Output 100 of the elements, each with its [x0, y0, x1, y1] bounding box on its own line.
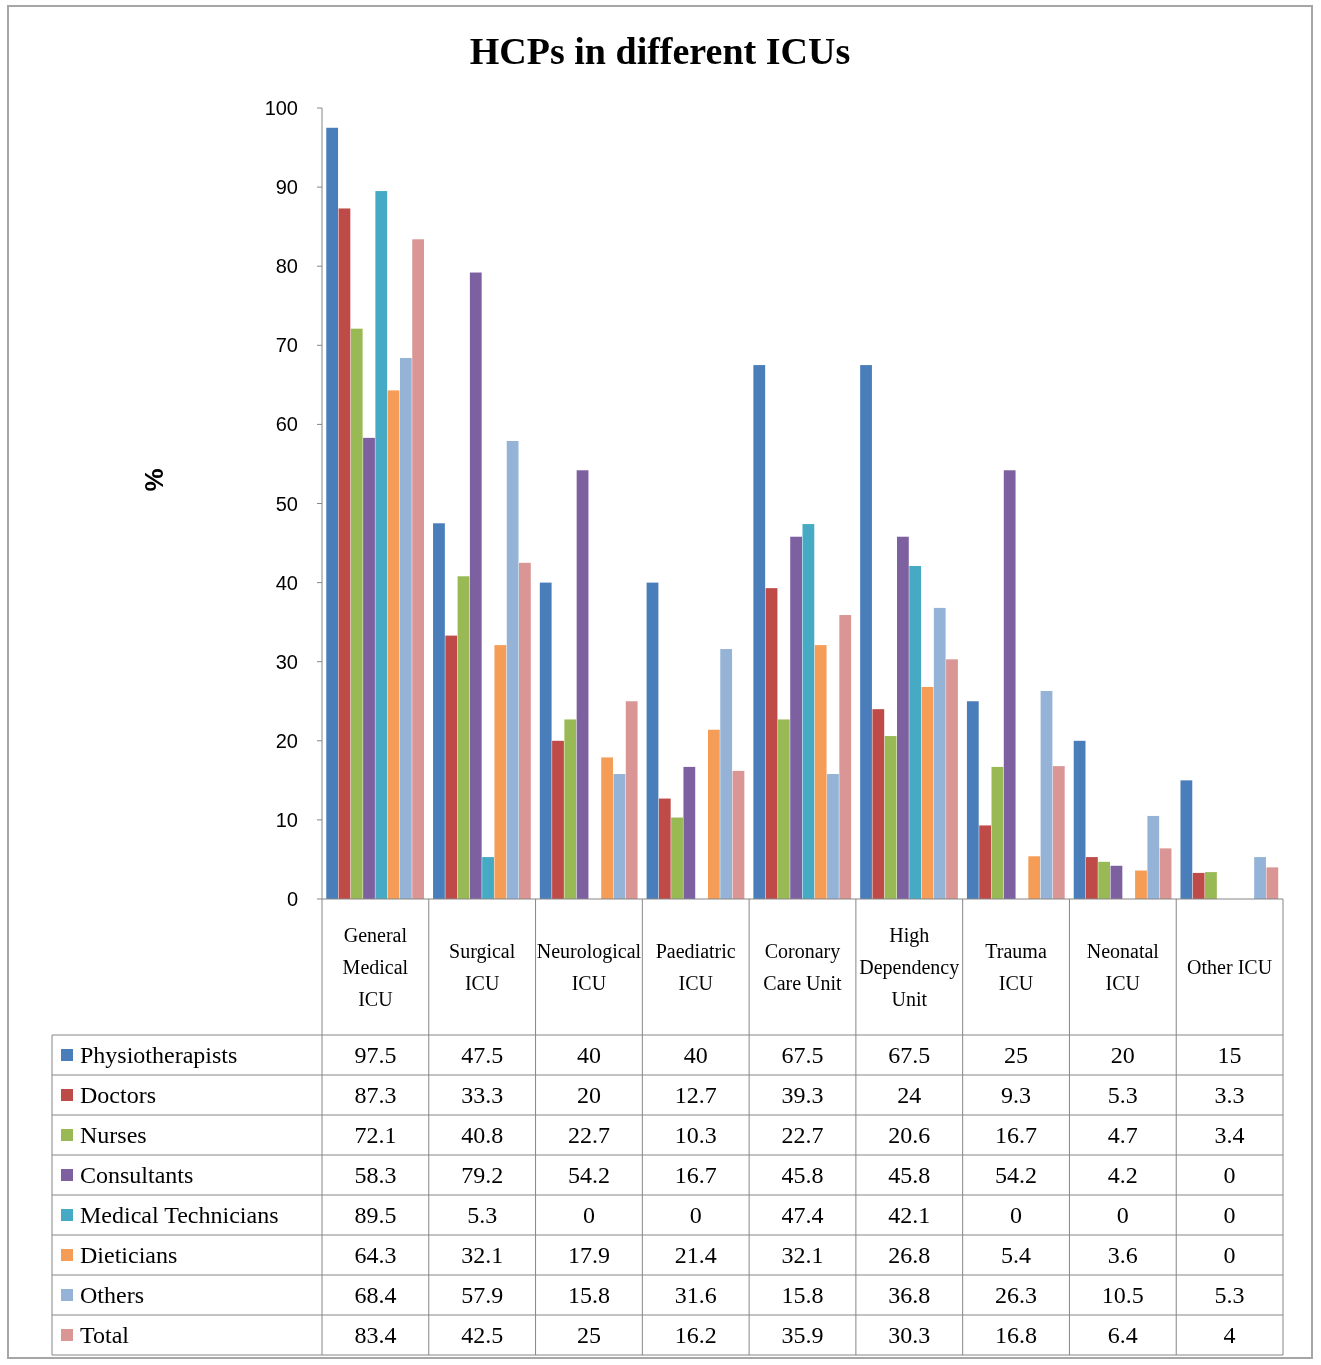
bar	[482, 857, 494, 899]
bar	[646, 582, 659, 899]
data-label: 5.4	[1001, 1242, 1032, 1269]
y-tick-label: 70	[275, 334, 298, 357]
data-label: 0	[582, 1202, 595, 1229]
data-label: 54.2	[567, 1162, 610, 1189]
data-label: 72.1	[354, 1122, 397, 1149]
data-label: 54.2	[995, 1162, 1038, 1189]
data-label: 5.3	[1107, 1082, 1138, 1109]
legend-label: Dieticians	[80, 1242, 178, 1269]
bar	[966, 701, 979, 899]
data-label: 24	[897, 1082, 922, 1109]
data-label: 22.7	[567, 1122, 610, 1149]
bar	[933, 607, 946, 899]
data-label: 20.6	[888, 1122, 931, 1149]
y-tick-label: 40	[275, 571, 298, 594]
bar	[946, 659, 958, 899]
bar	[387, 390, 400, 899]
data-label: 26.8	[888, 1242, 931, 1269]
x-tick-label: Neurological ICU	[536, 940, 642, 994]
y-tick-label: 0	[286, 888, 298, 910]
bar	[860, 365, 872, 899]
bar	[1040, 690, 1053, 899]
x-tick-label: Coronary Care Unit	[763, 940, 843, 994]
legend-label: Nurses	[80, 1122, 147, 1149]
bar	[671, 817, 683, 899]
bar	[884, 736, 897, 899]
data-label: 79.2	[461, 1162, 504, 1189]
y-tick-label: 80	[275, 255, 298, 278]
data-label: 20	[1110, 1042, 1135, 1069]
bar	[1147, 815, 1160, 899]
bar	[802, 524, 815, 899]
data-label: 67.5	[888, 1042, 931, 1069]
bar	[753, 365, 766, 899]
data-label: 33.3	[461, 1082, 504, 1109]
data-label: 25	[576, 1322, 601, 1349]
data-label: 58.3	[354, 1162, 397, 1189]
data-label: 30.3	[888, 1322, 931, 1349]
bar	[683, 766, 696, 899]
data-label: 3.4	[1214, 1122, 1245, 1149]
bar	[445, 635, 458, 899]
legend-label: Total	[80, 1322, 130, 1349]
bar	[1085, 857, 1098, 899]
data-label: 5.3	[1214, 1282, 1245, 1309]
data-label: 97.5	[354, 1042, 397, 1069]
bar	[625, 701, 638, 899]
bar	[457, 576, 470, 899]
data-label: 83.4	[354, 1322, 397, 1349]
bar	[872, 709, 885, 899]
data-label: 40.8	[461, 1122, 504, 1149]
y-tick-label: 90	[275, 176, 298, 199]
data-label: 26.3	[995, 1282, 1038, 1309]
data-label: 0	[1223, 1162, 1236, 1189]
bar	[658, 798, 671, 899]
y-tick-label: 60	[275, 413, 298, 436]
data-label: 5.3	[467, 1202, 498, 1229]
x-tick-label: Surgical ICU	[449, 940, 516, 994]
bar	[1159, 848, 1172, 899]
bar	[326, 127, 339, 899]
bar	[469, 272, 482, 899]
data-label: 15.8	[567, 1282, 610, 1309]
legend-label: Medical Technicians	[80, 1202, 279, 1229]
bar	[564, 719, 577, 899]
data-label: 9.3	[1001, 1082, 1032, 1109]
data-label: 20	[576, 1082, 601, 1109]
data-label: 31.6	[674, 1282, 717, 1309]
bar	[338, 208, 351, 899]
data-label: 12.7	[674, 1082, 717, 1109]
data-label: 0	[1116, 1202, 1129, 1229]
legend-label: Physiotherapists	[80, 1042, 238, 1069]
bar	[909, 565, 922, 899]
bar	[1003, 470, 1016, 899]
data-label: 42.1	[888, 1202, 931, 1229]
data-label: 40	[576, 1042, 601, 1069]
bar	[814, 645, 827, 899]
data-label: 25	[1004, 1042, 1029, 1069]
data-label: 45.8	[888, 1162, 931, 1189]
legend-label: Others	[80, 1282, 144, 1309]
bar	[412, 239, 425, 899]
bar	[1254, 857, 1266, 899]
data-label: 16.7	[674, 1162, 717, 1189]
data-label: 16.2	[674, 1322, 717, 1349]
bar	[979, 825, 991, 899]
y-tick-label: 30	[275, 650, 298, 673]
legend-label: Doctors	[80, 1082, 156, 1109]
bar	[1266, 867, 1279, 899]
bar	[601, 757, 613, 899]
bar	[552, 740, 564, 899]
data-label: 87.3	[354, 1082, 397, 1109]
data-label: 15.8	[781, 1282, 824, 1309]
bar	[827, 774, 839, 899]
bar	[433, 523, 445, 899]
bar	[350, 328, 363, 899]
data-label: 4.2	[1107, 1162, 1138, 1189]
bar	[363, 437, 375, 899]
data-label: 21.4	[674, 1242, 717, 1269]
bar	[921, 687, 934, 899]
data-label: 39.3	[781, 1082, 824, 1109]
data-label: 67.5	[781, 1042, 824, 1069]
data-label: 64.3	[354, 1242, 397, 1269]
